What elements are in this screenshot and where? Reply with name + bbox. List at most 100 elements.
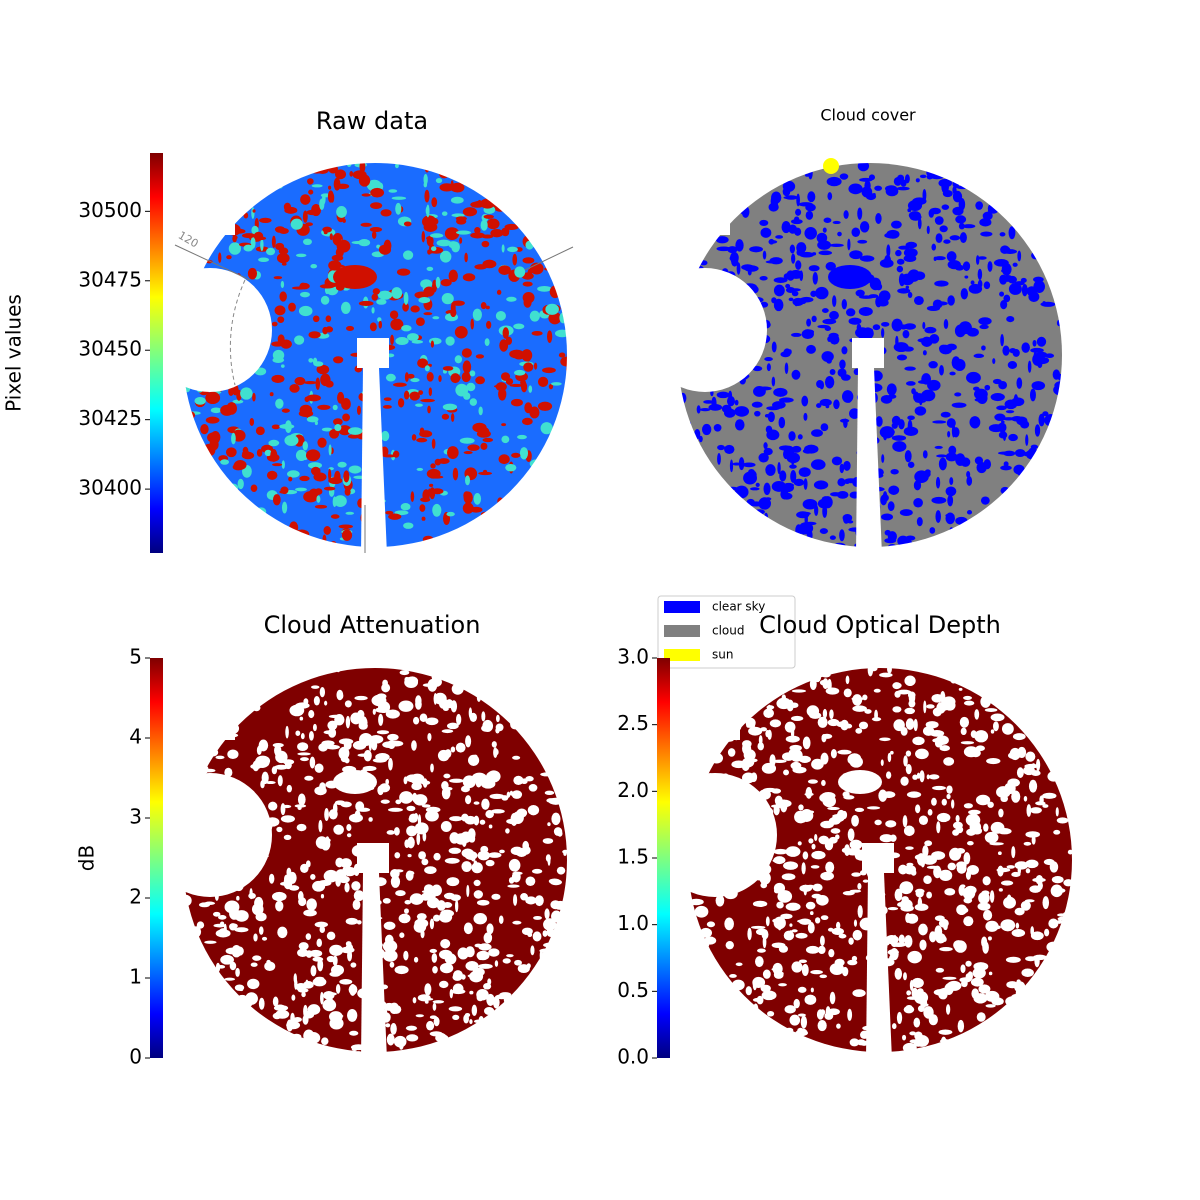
sky-patch <box>311 184 323 188</box>
sky-patch <box>214 891 219 901</box>
sky-patch <box>234 859 238 872</box>
sky-patch <box>817 1020 827 1032</box>
sky-patch <box>778 945 789 953</box>
sky-patch <box>957 1019 965 1033</box>
panel-title: Cloud Attenuation <box>264 611 481 639</box>
legend-patch <box>664 649 700 661</box>
sky-patch <box>903 755 908 767</box>
sky-patch <box>488 824 493 829</box>
sky-patch <box>284 435 299 447</box>
sky-patch <box>791 253 796 264</box>
sky-patch <box>484 801 490 806</box>
sky-patch <box>276 826 283 833</box>
sky-patch <box>346 325 355 331</box>
sky-patch <box>801 329 814 340</box>
sky-patch <box>805 945 820 954</box>
mast-pole <box>361 873 387 1060</box>
sky-patch <box>439 980 449 989</box>
sky-patch <box>295 449 307 462</box>
sky-image <box>175 660 575 1060</box>
sky-patch <box>790 470 797 483</box>
sky-patch <box>551 910 562 923</box>
sky-patch <box>520 778 528 785</box>
sky-patch <box>260 238 264 252</box>
sky-patch <box>980 496 990 505</box>
sky-patch <box>419 997 434 1001</box>
sky-patch <box>752 979 757 991</box>
sky-patch <box>1016 767 1024 778</box>
sky-patch <box>461 348 472 358</box>
sky-patch <box>559 312 568 324</box>
sky-patch <box>360 222 372 227</box>
colorbar-tick-label: 2.5 <box>617 711 649 735</box>
sky-patch <box>431 672 436 681</box>
sky-patch <box>498 454 510 465</box>
sky-patch <box>410 491 415 502</box>
sky-patch <box>764 356 773 362</box>
sky-patch <box>501 244 505 253</box>
sky-patch <box>328 468 332 482</box>
sky-patch <box>208 809 217 821</box>
sky-patch <box>275 398 284 409</box>
sky-patch <box>977 256 987 260</box>
sky-patch <box>984 831 999 844</box>
sky-patch <box>778 397 794 403</box>
sky-patch <box>505 463 517 472</box>
sky-patch <box>450 307 457 318</box>
sky-patch <box>250 484 258 493</box>
sky-patch <box>328 714 343 719</box>
sky-patch <box>517 434 527 440</box>
sky-patch <box>812 271 818 285</box>
sky-patch <box>811 758 824 770</box>
sky-patch <box>553 900 568 910</box>
sky-patch <box>744 303 759 308</box>
sky-patch <box>734 406 750 417</box>
sky-patch <box>837 368 847 378</box>
sky-patch <box>990 713 1005 722</box>
sky-patch <box>499 339 509 352</box>
sky-patch <box>256 745 262 756</box>
sky-patch <box>925 721 939 729</box>
sky-patch <box>537 376 549 387</box>
sky-patch <box>785 902 801 911</box>
sky-patch <box>691 265 705 277</box>
sky-patch <box>996 867 1011 873</box>
sky-patch <box>852 929 863 941</box>
sky-patch <box>371 739 378 751</box>
sky-patch <box>970 748 981 758</box>
sky-patch <box>415 699 422 710</box>
colorbar-tick-label: 1.5 <box>617 845 649 869</box>
sky-patch <box>324 700 328 706</box>
sky-patch <box>990 821 1005 834</box>
sky-patch <box>335 169 347 180</box>
sky-patch <box>914 406 927 416</box>
sky-patch <box>505 828 510 834</box>
sky-patch <box>912 736 925 746</box>
sky-patch <box>418 851 426 860</box>
sky-patch <box>449 816 463 822</box>
sky-patch <box>439 250 452 263</box>
sky-patch <box>394 510 409 516</box>
sky-patch <box>447 446 459 459</box>
sky-patch <box>845 723 853 729</box>
sky-patch <box>462 775 476 789</box>
sky-patch <box>771 788 782 794</box>
sky-patch <box>478 963 493 969</box>
sky-patch <box>709 351 723 363</box>
sky-patch <box>264 961 276 972</box>
sky-patch <box>398 913 411 924</box>
sky-patch <box>830 749 837 759</box>
sky-patch <box>312 357 318 366</box>
sky-patch <box>461 848 474 858</box>
sky-patch <box>271 235 276 248</box>
sky-patch <box>699 927 713 938</box>
sky-patch <box>705 381 718 391</box>
sky-patch <box>755 956 764 968</box>
sky-patch <box>729 348 737 356</box>
sky-patch <box>936 821 941 834</box>
sky-patch <box>341 529 353 541</box>
sky-patch <box>776 901 784 909</box>
sky-patch <box>764 512 768 520</box>
sky-patch <box>796 249 803 256</box>
sky-patch <box>735 962 743 967</box>
